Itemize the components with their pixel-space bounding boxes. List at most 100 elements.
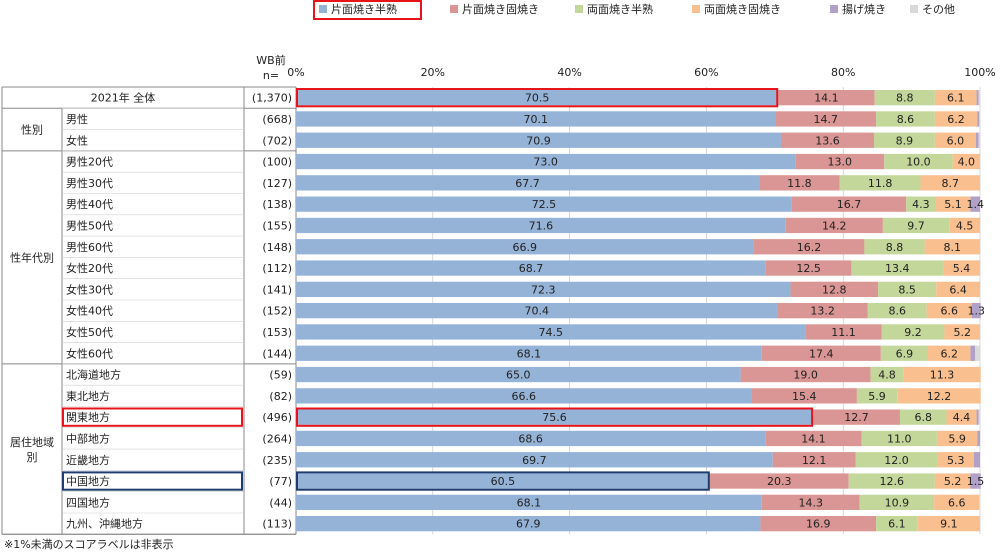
bar-segment (880, 345, 929, 361)
data-label: 73.0 (533, 156, 558, 169)
bar-segment (873, 132, 935, 148)
data-label: 12.7 (844, 411, 869, 424)
data-label: 67.9 (516, 518, 541, 531)
bar-segment (296, 239, 754, 255)
row-n: (702) (262, 134, 292, 147)
data-label: 12.6 (880, 475, 905, 488)
row-label: 北海道地方 (66, 368, 121, 382)
data-label: 6.8 (914, 411, 932, 424)
bar-segment (851, 260, 944, 276)
row-label: 2021年 全体 (91, 91, 156, 105)
data-label: 14.1 (801, 432, 826, 445)
bar-segment (926, 303, 972, 319)
bar-segment (791, 196, 907, 212)
row-label: 男性30代 (66, 176, 113, 190)
bar-segment (859, 494, 935, 510)
data-label: 11.3 (930, 369, 955, 382)
data-label: 9.2 (904, 326, 922, 339)
legend-label: その他 (922, 3, 955, 16)
data-label: 11.0 (887, 432, 912, 445)
data-label: 6.2 (947, 113, 965, 126)
bar-segment (899, 409, 947, 425)
data-label: 13.2 (810, 305, 835, 318)
bar-segment (296, 452, 773, 468)
row-label: 女性60代 (66, 346, 113, 360)
bar-segment (790, 281, 879, 297)
data-label: 1.3 (967, 305, 985, 318)
bar-segment (777, 303, 868, 319)
data-label: 17.4 (809, 347, 834, 360)
row-n: (59) (269, 369, 292, 382)
bar-segment (934, 90, 977, 106)
legend-swatch (450, 5, 458, 13)
bar-segment (935, 196, 971, 212)
row-label: 男性40代 (66, 197, 113, 211)
data-label: 8.8 (896, 92, 914, 105)
bar-segment (975, 345, 980, 361)
bar-segment (296, 260, 766, 276)
data-label: 9.7 (907, 219, 925, 232)
data-label: 70.1 (523, 113, 548, 126)
bar-segment (296, 366, 741, 383)
data-label: 1.5 (967, 475, 985, 488)
row-label: 女性50代 (66, 325, 113, 339)
row-label: 近畿地方 (66, 453, 110, 467)
data-label: 68.7 (519, 262, 544, 275)
data-label: 20.3 (767, 475, 792, 488)
data-label: 5.2 (944, 475, 962, 488)
bar-segment (296, 324, 806, 340)
legend-label: 片面焼き半熟 (331, 2, 397, 16)
x-tick-label: 100% (964, 66, 995, 79)
legend-swatch (319, 5, 327, 13)
data-label: 60.5 (491, 475, 516, 488)
bar-segment (978, 132, 980, 148)
x-tick-label: 60% (694, 66, 718, 79)
bar-segment (878, 281, 937, 297)
bar-segment (296, 90, 779, 106)
row-label: 男性60代 (66, 240, 113, 254)
data-label: 71.6 (529, 219, 554, 232)
row-n: (153) (262, 326, 292, 339)
row-n: (82) (269, 390, 292, 403)
legend-swatch (830, 5, 838, 13)
row-n: (100) (262, 156, 292, 169)
bar-segment (928, 345, 971, 361)
data-label: 1.4 (966, 198, 984, 211)
data-label: 11.8 (868, 177, 893, 190)
bar-segment (949, 217, 980, 234)
bar-segment (884, 153, 953, 170)
n-header: WB前 (256, 53, 285, 67)
bar-segment (970, 345, 976, 361)
data-label: 5.9 (948, 432, 966, 445)
row-label: 女性40代 (66, 304, 113, 318)
data-label: 12.1 (802, 454, 827, 467)
bar-segment (761, 345, 881, 361)
row-n: (138) (262, 198, 292, 211)
data-label: 8.6 (897, 113, 915, 126)
row-n: (141) (262, 283, 292, 296)
data-label: 4.4 (953, 411, 971, 424)
group-label: 居住地域 (10, 435, 54, 449)
data-label: 67.7 (515, 177, 540, 190)
data-label: 66.6 (512, 390, 537, 403)
bar-segment (848, 473, 935, 489)
legend-label: 揚げ焼き (842, 3, 886, 16)
bar-segment (975, 132, 979, 148)
data-label: 8.7 (941, 177, 959, 190)
data-label: 75.6 (542, 411, 567, 424)
data-label: 74.5 (539, 326, 564, 339)
bar-segment (296, 494, 762, 510)
bar-segment (976, 90, 979, 106)
data-label: 68.1 (517, 347, 542, 360)
data-label: 6.6 (948, 496, 966, 509)
data-label: 5.3 (947, 454, 965, 467)
bar-segment (924, 239, 980, 255)
bar-segment (906, 196, 936, 212)
row-label: 男性50代 (66, 218, 113, 232)
row-n: (152) (262, 305, 292, 318)
data-label: 5.4 (953, 262, 971, 275)
data-label: 6.9 (896, 347, 914, 360)
row-n: (264) (262, 432, 292, 445)
data-label: 12.8 (822, 283, 847, 296)
data-label: 10.9 (885, 496, 910, 509)
